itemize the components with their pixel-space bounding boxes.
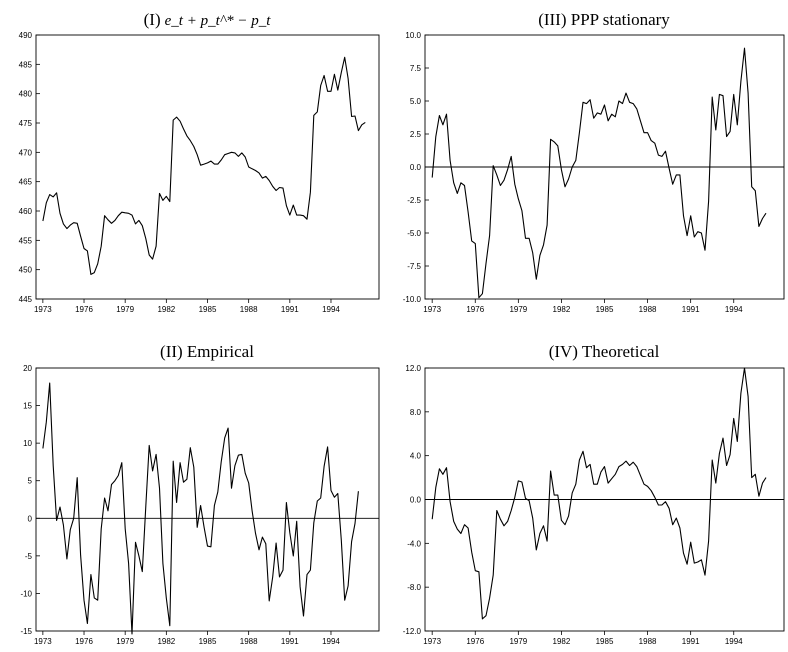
y-tick-label: 445 xyxy=(19,295,33,304)
y-tick-label: -12.0 xyxy=(403,627,422,636)
x-tick-label: 1973 xyxy=(34,637,52,646)
x-tick-label: 1991 xyxy=(281,305,299,314)
panel-3: (III) PPP stationary -10.0 -7.5 -5.0 -2.5 0.… xyxy=(403,10,785,314)
y-tick-label: 0 xyxy=(28,514,33,523)
title-prefix: (I) xyxy=(144,10,161,29)
y-tick-label: 5.0 xyxy=(410,97,422,106)
x-tick-label: 1973 xyxy=(34,305,52,314)
y-tick-label: 8.0 xyxy=(410,408,422,417)
y-tick-label: -8.0 xyxy=(407,583,421,592)
chart-title: (II) Empirical xyxy=(160,342,254,361)
panel-2: (II) Empirical -15 -10 -5 0 5 10 15 20 1973 1976 1… xyxy=(20,342,380,646)
plot-frame xyxy=(35,367,380,632)
y-tick-label: 10 xyxy=(23,439,32,448)
x-tick-label: 1982 xyxy=(157,637,175,646)
x-tick-label: 1982 xyxy=(157,305,175,314)
x-tick-label: 1976 xyxy=(466,637,484,646)
y-tick-label: -10 xyxy=(20,589,32,598)
x-tick-label: 1976 xyxy=(75,305,93,314)
y-tick-label: 4.0 xyxy=(410,452,422,461)
x-tick-label: 1982 xyxy=(553,305,571,314)
y-tick-label: 5 xyxy=(28,477,33,486)
x-tick-label: 1979 xyxy=(116,637,134,646)
y-tick-label: -7.5 xyxy=(407,262,421,271)
x-tick-label: 1979 xyxy=(116,305,134,314)
y-tick-label: 7.5 xyxy=(410,64,422,73)
x-tick-label: 1988 xyxy=(240,637,258,646)
x-tick-label: 1973 xyxy=(423,305,441,314)
series-line xyxy=(42,56,366,275)
chart-title: (IV) Theoretical xyxy=(549,342,660,361)
title-formula: e_t + p_t^* − p_t xyxy=(165,13,272,29)
y-tick-label: -4.0 xyxy=(407,539,421,548)
y-tick-label: 485 xyxy=(19,60,33,69)
x-tick-label: 1988 xyxy=(639,305,657,314)
x-tick-label: 1985 xyxy=(199,305,217,314)
x-tick-label: 1991 xyxy=(682,305,700,314)
chart-title: (III) PPP stationary xyxy=(538,10,670,29)
x-tick-label: 1976 xyxy=(466,305,484,314)
y-tick-label: 20 xyxy=(23,364,32,373)
x-tick-label: 1973 xyxy=(423,637,441,646)
x-tick-label: 1994 xyxy=(322,637,340,646)
x-tick-label: 1985 xyxy=(596,637,614,646)
panel-4: (IV) Theoretical -12.0 -8.0 -4.0 0.0 4.0 8.0 1… xyxy=(403,342,785,646)
y-tick-label: 470 xyxy=(19,148,33,157)
y-tick-label: 12.0 xyxy=(405,364,421,373)
y-tick-label: 460 xyxy=(19,207,33,216)
x-tick-label: 1988 xyxy=(639,637,657,646)
y-tick-label: 2.5 xyxy=(410,130,422,139)
x-tick-label: 1994 xyxy=(725,305,743,314)
chart-title: (I) e_t + p_t^* − p_t xyxy=(144,10,272,29)
y-tick-label: 455 xyxy=(19,236,33,245)
y-tick-label: 0.0 xyxy=(410,496,422,505)
y-tick-label: 465 xyxy=(19,178,33,187)
y-tick-label: 475 xyxy=(19,119,33,128)
y-tick-label: -5.0 xyxy=(407,229,421,238)
panel-1: (I) e_t + p_t^* − p_t 445 450 455 460 465 470 4… xyxy=(19,10,380,314)
x-tick-label: 1985 xyxy=(596,305,614,314)
x-tick-label: 1988 xyxy=(240,305,258,314)
x-tick-label: 1982 xyxy=(553,637,571,646)
x-tick-label: 1991 xyxy=(682,637,700,646)
y-tick-label: 450 xyxy=(19,266,33,275)
x-tick-label: 1991 xyxy=(281,637,299,646)
series-line xyxy=(431,47,767,299)
y-tick-label: -5 xyxy=(25,552,33,561)
y-tick-label: -15 xyxy=(20,627,32,636)
y-tick-label: 490 xyxy=(19,31,33,40)
plot-frame xyxy=(35,34,380,300)
y-tick-label: 480 xyxy=(19,90,33,99)
x-tick-label: 1979 xyxy=(509,637,527,646)
x-tick-label: 1979 xyxy=(509,305,527,314)
y-tick-label: 10.0 xyxy=(405,31,421,40)
y-tick-label: -10.0 xyxy=(403,295,422,304)
x-tick-label: 1985 xyxy=(199,637,217,646)
series-line xyxy=(431,367,767,620)
x-tick-label: 1994 xyxy=(322,305,340,314)
x-tick-label: 1976 xyxy=(75,637,93,646)
y-tick-label: 0.0 xyxy=(410,163,422,172)
y-tick-label: -2.5 xyxy=(407,196,421,205)
series-line xyxy=(42,382,359,635)
y-tick-label: 15 xyxy=(23,402,32,411)
x-tick-label: 1994 xyxy=(725,637,743,646)
